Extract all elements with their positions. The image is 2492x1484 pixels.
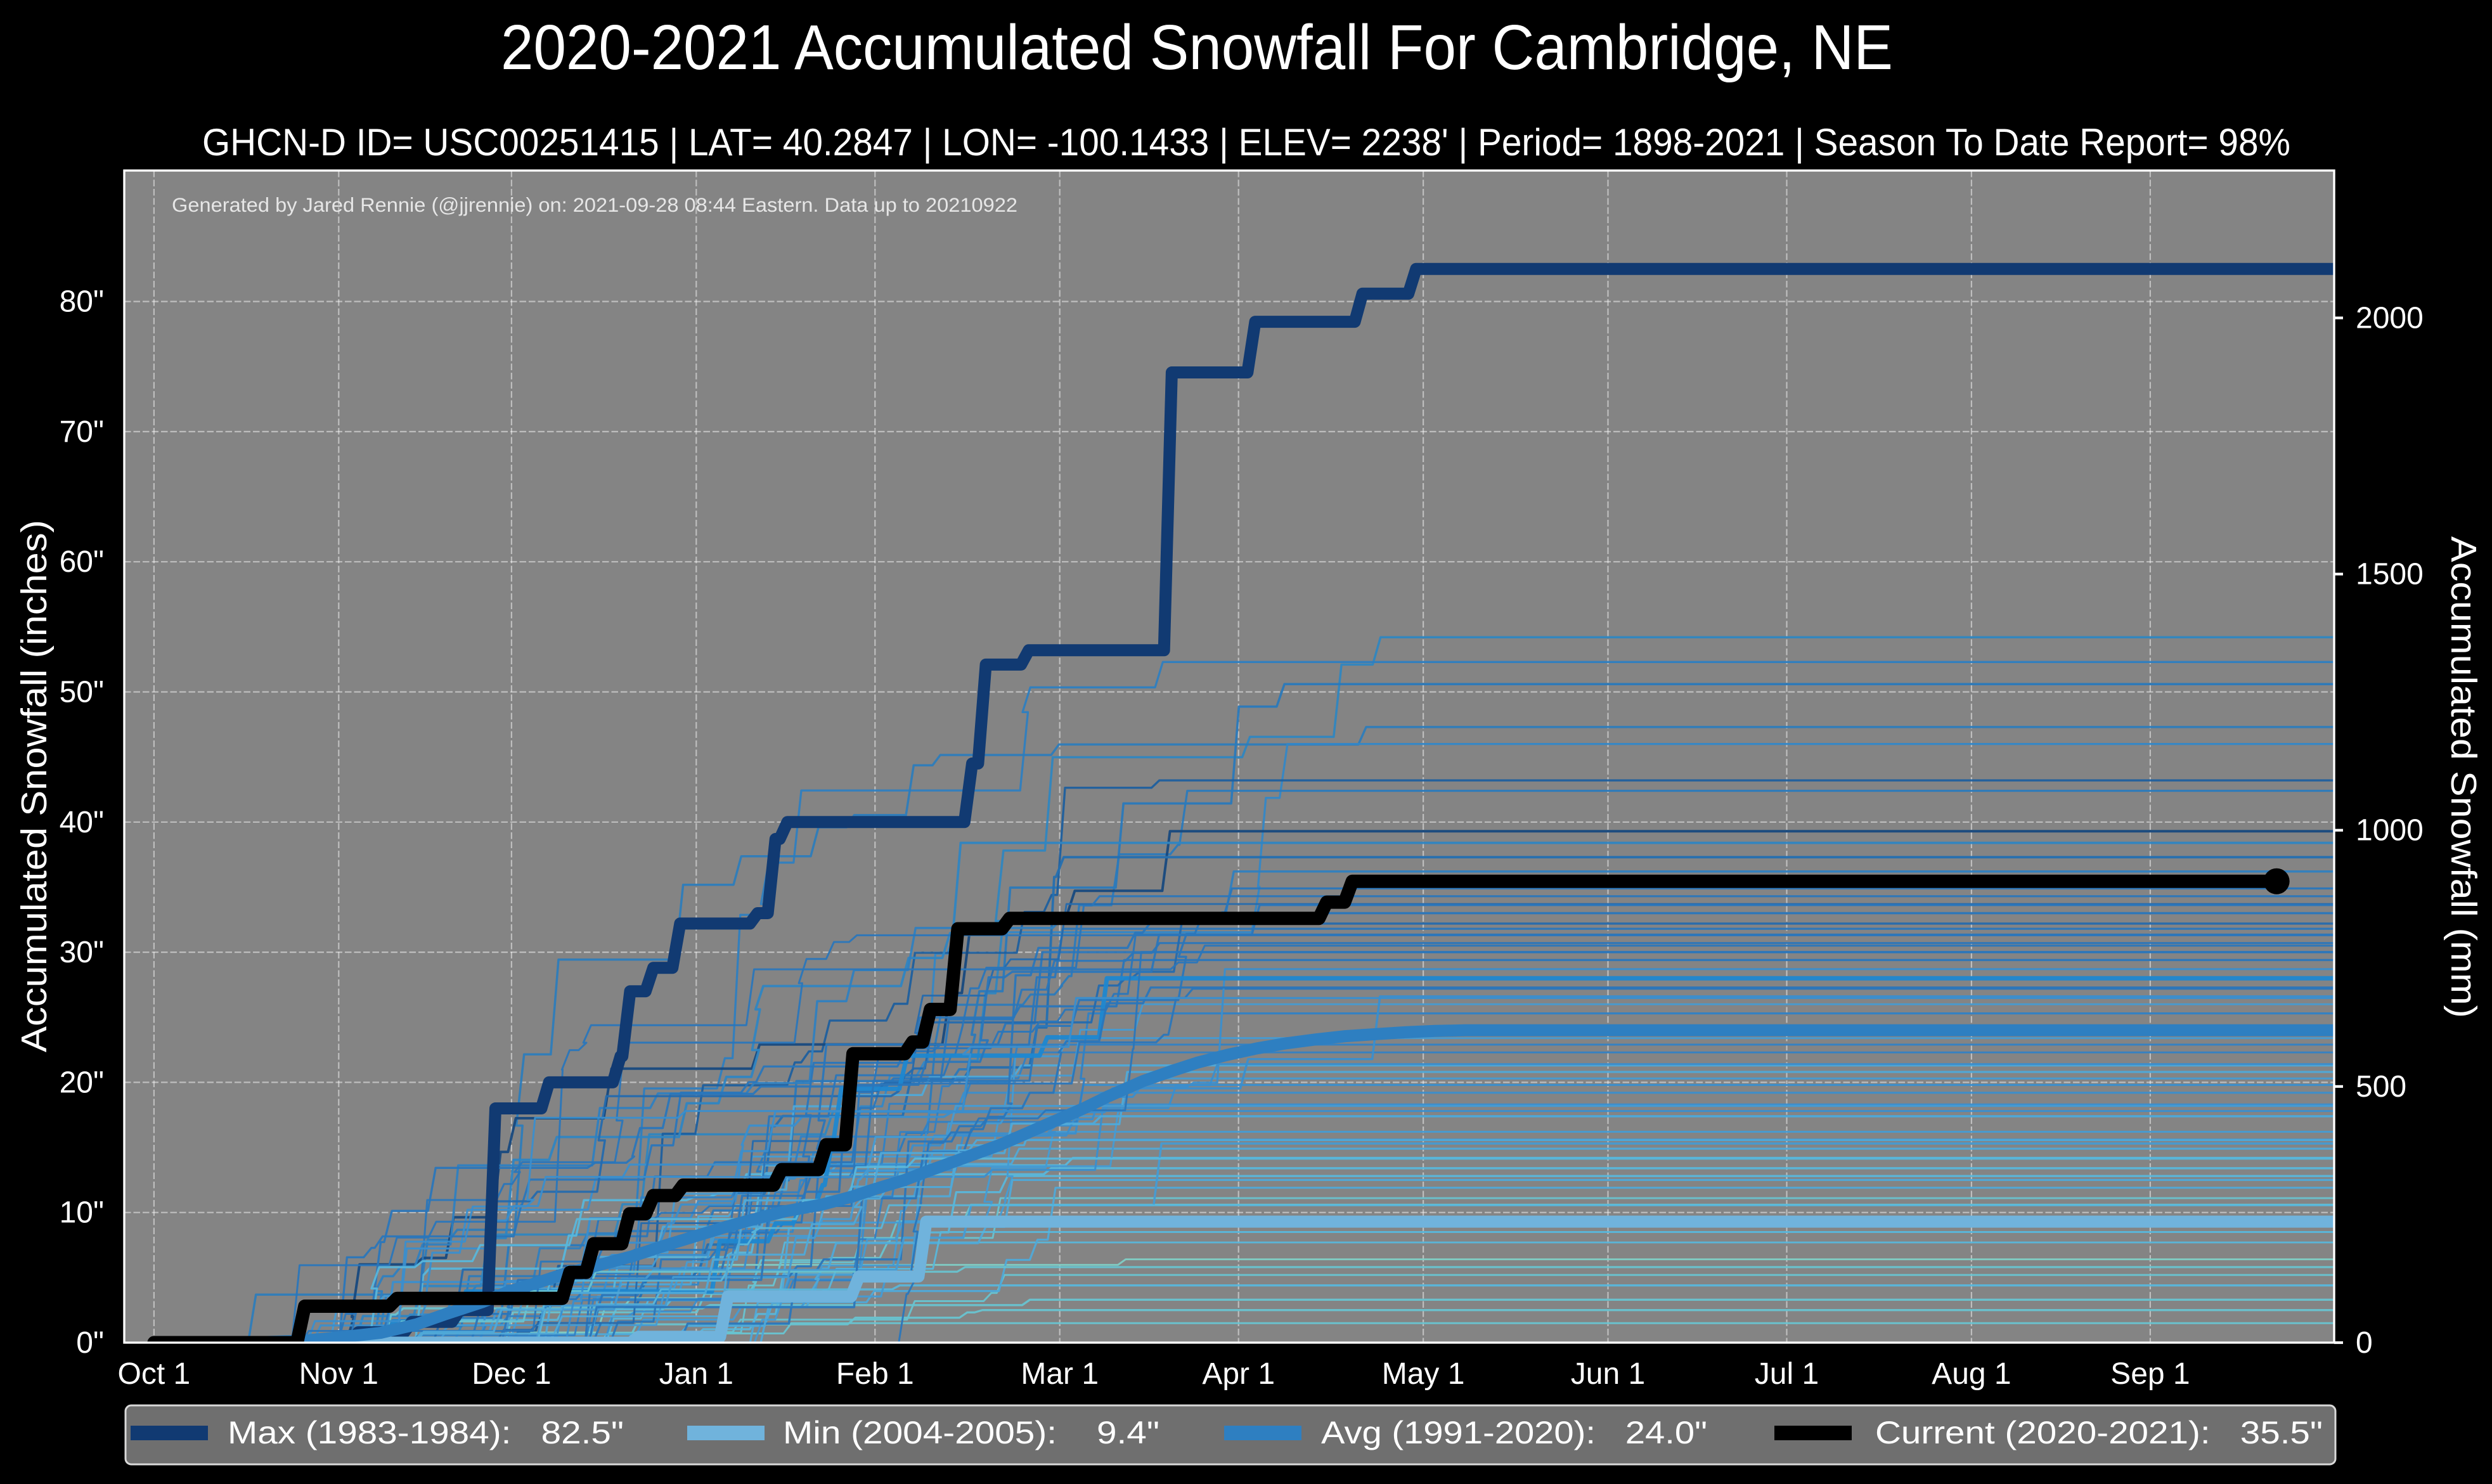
svg-text:20": 20" bbox=[60, 1066, 104, 1099]
svg-text:40": 40" bbox=[60, 806, 104, 839]
svg-text:Min (2004-2005): 9.4": Min (2004-2005): 9.4" bbox=[783, 1415, 1159, 1450]
svg-text:Nov 1: Nov 1 bbox=[299, 1357, 378, 1391]
svg-text:0": 0" bbox=[76, 1326, 104, 1360]
svg-text:10": 10" bbox=[60, 1196, 104, 1230]
svg-text:Generated by Jared Rennie (@jj: Generated by Jared Rennie (@jjrennie) on… bbox=[172, 193, 1017, 216]
svg-text:Avg (1991-2020): 24.0": Avg (1991-2020): 24.0" bbox=[1321, 1415, 1707, 1450]
svg-text:Accumulated Snowfall (mm): Accumulated Snowfall (mm) bbox=[2443, 536, 2484, 1018]
svg-text:Oct 1: Oct 1 bbox=[118, 1357, 191, 1391]
svg-text:Current (2020-2021): 35.5": Current (2020-2021): 35.5" bbox=[1875, 1415, 2323, 1450]
svg-text:1500: 1500 bbox=[2356, 558, 2424, 591]
svg-text:Mar 1: Mar 1 bbox=[1021, 1357, 1099, 1391]
svg-text:Jul 1: Jul 1 bbox=[1755, 1357, 1819, 1391]
svg-text:0: 0 bbox=[2356, 1326, 2373, 1360]
svg-text:Aug 1: Aug 1 bbox=[1932, 1357, 2011, 1391]
svg-text:50": 50" bbox=[60, 676, 104, 709]
svg-text:60": 60" bbox=[60, 545, 104, 579]
svg-text:2020-2021 Accumulated Snowfall: 2020-2021 Accumulated Snowfall For Cambr… bbox=[501, 12, 1893, 83]
svg-text:Jun 1: Jun 1 bbox=[1571, 1357, 1645, 1391]
svg-text:Feb 1: Feb 1 bbox=[836, 1357, 914, 1391]
svg-text:2000: 2000 bbox=[2356, 302, 2424, 335]
svg-text:Dec 1: Dec 1 bbox=[472, 1357, 551, 1391]
svg-text:Apr 1: Apr 1 bbox=[1202, 1357, 1275, 1391]
svg-text:1000: 1000 bbox=[2356, 814, 2424, 848]
svg-text:Jan 1: Jan 1 bbox=[659, 1357, 733, 1391]
svg-text:500: 500 bbox=[2356, 1070, 2406, 1104]
svg-text:30": 30" bbox=[60, 936, 104, 969]
svg-text:80": 80" bbox=[60, 285, 104, 319]
svg-text:GHCN-D ID= USC00251415 | LAT=: GHCN-D ID= USC00251415 | LAT= 40.2847 | … bbox=[202, 121, 2290, 164]
svg-text:Accumulated Snowfall (inches): Accumulated Snowfall (inches) bbox=[14, 520, 55, 1052]
svg-text:Max (1983-1984): 82.5": Max (1983-1984): 82.5" bbox=[228, 1415, 624, 1450]
svg-text:Sep 1: Sep 1 bbox=[2110, 1357, 2190, 1391]
svg-text:70": 70" bbox=[60, 415, 104, 449]
svg-text:May 1: May 1 bbox=[1382, 1357, 1465, 1391]
